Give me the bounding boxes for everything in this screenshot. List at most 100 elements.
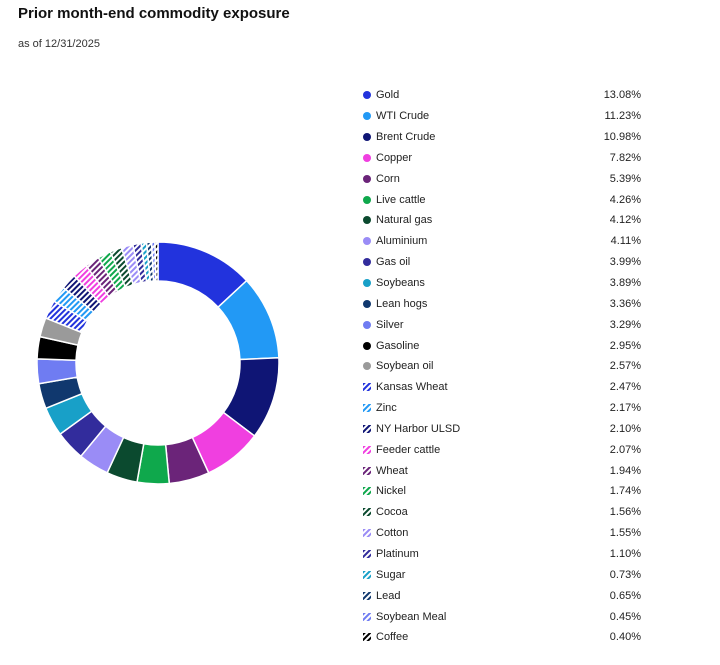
legend-value: 4.11% xyxy=(610,235,641,248)
legend-label: NY Harbor ULSD xyxy=(376,422,461,435)
legend-value: 0.73% xyxy=(609,568,641,581)
legend-label: Wheat xyxy=(376,464,408,477)
legend-item: Wheat 1.94% xyxy=(363,460,641,481)
legend-swatch xyxy=(363,258,371,267)
legend-label: Feeder cattle xyxy=(376,443,441,456)
legend-item: Natural gas 4.12% xyxy=(363,210,641,231)
legend-value: 3.89% xyxy=(609,277,641,290)
donut-slice-coffee[interactable] xyxy=(154,241,159,282)
legend-value: 2.57% xyxy=(609,360,641,373)
legend-label: Corn xyxy=(376,172,400,185)
legend-item: Gold 13.08% xyxy=(363,85,641,106)
legend-item: Corn 5.39% xyxy=(363,168,641,189)
legend-label: Cotton xyxy=(376,527,409,540)
legend-swatch xyxy=(363,383,371,392)
legend-swatch xyxy=(363,487,371,496)
legend-value: 2.07% xyxy=(609,443,641,456)
chart-subtitle: as of 12/31/2025 xyxy=(18,38,100,50)
legend-value: 3.29% xyxy=(609,318,641,331)
legend-label: Natural gas xyxy=(376,214,433,227)
legend-swatch xyxy=(363,91,371,100)
legend-label: Soybean Meal xyxy=(376,610,447,623)
legend-label: Nickel xyxy=(376,485,406,498)
legend-item: Gas oil 3.99% xyxy=(363,252,641,273)
chart-legend: Gold 13.08% WTI Crude 11.23% Brent Crude 10.9… xyxy=(363,85,641,648)
legend-swatch xyxy=(363,320,371,329)
legend-value: 10.98% xyxy=(603,131,641,144)
legend-swatch xyxy=(363,404,371,413)
legend-value: 13.08% xyxy=(603,89,641,102)
legend-item: Silver 3.29% xyxy=(363,314,641,335)
legend-swatch xyxy=(363,299,371,308)
legend-item: Feeder cattle 2.07% xyxy=(363,439,641,460)
legend-label: Soybeans xyxy=(376,277,425,290)
legend-value: 2.95% xyxy=(609,339,641,352)
legend-value: 3.99% xyxy=(609,256,641,269)
legend-swatch xyxy=(363,445,371,454)
legend-value: 0.45% xyxy=(609,610,641,623)
legend-label: Platinum xyxy=(376,547,419,560)
legend-swatch xyxy=(363,529,371,538)
legend-item: Sugar 0.73% xyxy=(363,564,641,585)
legend-value: 0.40% xyxy=(609,631,641,644)
legend-label: Zinc xyxy=(376,402,397,415)
legend-swatch xyxy=(363,549,371,558)
legend-label: Live cattle xyxy=(376,193,426,206)
legend-swatch xyxy=(363,570,371,579)
legend-label: WTI Crude xyxy=(376,110,430,123)
legend-item: Nickel 1.74% xyxy=(363,481,641,502)
legend-label: Lead xyxy=(376,589,401,602)
legend-label: Soybean oil xyxy=(376,360,434,373)
legend-item: Aluminium 4.11% xyxy=(363,231,641,252)
legend-value: 5.39% xyxy=(609,172,641,185)
legend-value: 2.47% xyxy=(609,381,641,394)
legend-value: 1.55% xyxy=(609,527,641,540)
legend-label: Coffee xyxy=(376,631,409,644)
legend-item: NY Harbor ULSD 2.10% xyxy=(363,419,641,440)
legend-value: 1.10% xyxy=(609,547,641,560)
legend-value: 2.17% xyxy=(609,402,641,415)
legend-swatch xyxy=(363,424,371,433)
legend-value: 1.74% xyxy=(609,485,641,498)
legend-label: Gold xyxy=(376,89,400,102)
legend-swatch xyxy=(363,633,371,642)
legend-value: 4.26% xyxy=(609,193,641,206)
legend-swatch xyxy=(363,279,371,288)
legend-swatch xyxy=(363,216,371,225)
legend-item: Cotton 1.55% xyxy=(363,523,641,544)
legend-swatch xyxy=(363,508,371,517)
legend-item: Platinum 1.10% xyxy=(363,544,641,565)
legend-value: 1.56% xyxy=(609,506,641,519)
legend-item: Lean hogs 3.36% xyxy=(363,293,641,314)
legend-label: Gasoline xyxy=(376,339,420,352)
legend-item: Zinc 2.17% xyxy=(363,398,641,419)
legend-value: 3.36% xyxy=(609,297,641,310)
legend-label: Gas oil xyxy=(376,256,411,269)
legend-swatch xyxy=(363,153,371,162)
donut-slices xyxy=(36,241,280,485)
legend-swatch xyxy=(363,612,371,621)
legend-item: Soybean oil 2.57% xyxy=(363,356,641,377)
legend-swatch xyxy=(363,237,371,246)
legend-item: Live cattle 4.26% xyxy=(363,189,641,210)
legend-item: Coffee 0.40% xyxy=(363,627,641,648)
legend-swatch xyxy=(363,112,371,121)
legend-label: Silver xyxy=(376,318,404,331)
legend-label: Aluminium xyxy=(376,235,428,248)
legend-label: Lean hogs xyxy=(376,297,428,310)
legend-swatch xyxy=(363,341,371,350)
legend-label: Sugar xyxy=(376,568,406,581)
legend-value: 4.12% xyxy=(609,214,641,227)
legend-item: Lead 0.65% xyxy=(363,585,641,606)
legend-label: Kansas Wheat xyxy=(376,381,448,394)
legend-item: Cocoa 1.56% xyxy=(363,502,641,523)
legend-swatch xyxy=(363,591,371,600)
legend-swatch xyxy=(363,174,371,183)
legend-value: 1.94% xyxy=(609,464,641,477)
legend-value: 11.23% xyxy=(604,110,642,123)
legend-swatch xyxy=(363,133,371,142)
legend-swatch xyxy=(363,195,371,204)
legend-item: Soybeans 3.89% xyxy=(363,273,641,294)
legend-item: Copper 7.82% xyxy=(363,148,641,169)
